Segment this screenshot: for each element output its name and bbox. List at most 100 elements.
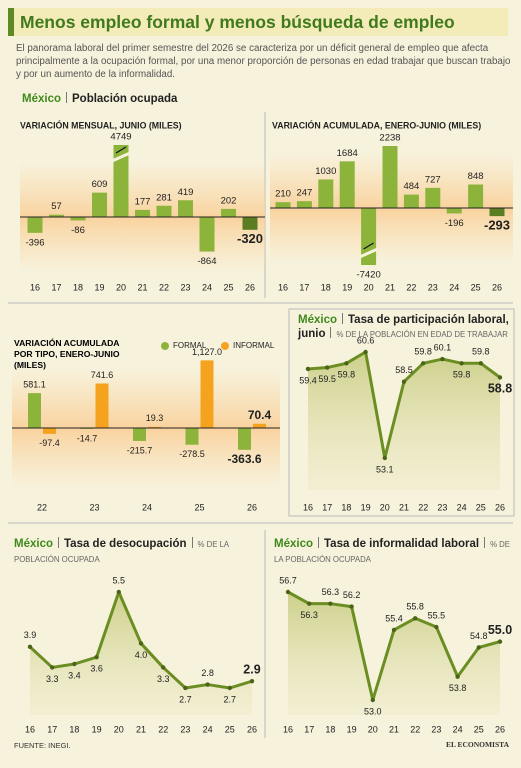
x-tick-label: 17: [47, 724, 57, 734]
area: [30, 592, 252, 715]
value-label: 202: [221, 195, 237, 206]
x-tick-label: 22: [406, 282, 416, 292]
area: [308, 352, 500, 490]
bar: [27, 217, 43, 233]
value-label: 56.3: [300, 610, 318, 620]
point: [455, 674, 460, 679]
chart-title: Tasa de participación laboral, junio: [298, 314, 509, 340]
x-tick-label: 20: [364, 282, 374, 292]
value-label: 727: [425, 174, 441, 185]
value-label: 70.4: [248, 408, 272, 422]
value-label: -293: [484, 218, 510, 233]
x-tick-label: 21: [136, 724, 146, 734]
x-tick-label: 20: [380, 502, 390, 512]
x-tick-label: 24: [142, 502, 152, 512]
chart-title: Tasa de informalidad laboral: [324, 538, 480, 550]
x-tick-label: 26: [247, 724, 257, 734]
value-label: 3.3: [157, 674, 170, 684]
bar: [489, 208, 505, 217]
bar: [200, 360, 214, 428]
x-tick-label: 16: [25, 724, 35, 734]
point: [459, 361, 464, 366]
chart-subtitle: % DE LA POBLACIÓN EN EDAD DE TRABAJAR: [336, 330, 508, 339]
x-tick-label: 24: [203, 724, 213, 734]
bar: [238, 428, 251, 450]
section-heading: México Población ocupada: [22, 92, 177, 106]
bar: [199, 217, 215, 252]
value-label: 177: [135, 196, 151, 207]
point: [227, 685, 232, 691]
value-label: 210: [275, 189, 291, 200]
value-label: -363.6: [227, 452, 261, 466]
x-tick-label: 24: [457, 502, 467, 512]
x-tick-label: 19: [94, 282, 104, 292]
separator: [484, 537, 486, 548]
value-label: 56.7: [279, 575, 297, 585]
value-label: -215.7: [127, 445, 153, 455]
point: [285, 589, 291, 595]
bar: [296, 201, 312, 208]
value-label: 2.7: [179, 694, 192, 704]
axis-break: [115, 146, 127, 154]
x-tick-label: 21: [137, 282, 147, 292]
bar: [468, 184, 484, 208]
x-tick-label: 17: [299, 282, 309, 292]
bar: [135, 209, 150, 217]
x-tick-label: 26: [495, 724, 505, 734]
x-tick-label: 20: [368, 724, 378, 734]
value-label: 55.0: [488, 623, 512, 637]
value-label: 1684: [337, 148, 358, 159]
bar: [185, 428, 199, 445]
x-tick-label: 18: [341, 502, 351, 512]
bar: [178, 200, 193, 217]
point: [413, 616, 418, 621]
value-label: 3.6: [90, 664, 103, 674]
bar: [43, 428, 56, 434]
separator: [318, 537, 319, 548]
x-tick-label: 16: [278, 282, 288, 292]
x-tick-label: 18: [325, 724, 335, 734]
value-label: -320: [237, 231, 263, 246]
value-label: 53.1: [376, 464, 394, 474]
point: [183, 685, 188, 691]
axis-break: [358, 247, 379, 259]
point: [478, 361, 483, 366]
x-tick-label: 26: [247, 502, 257, 512]
value-label: 55.4: [385, 613, 403, 623]
x-tick-label: 23: [431, 724, 441, 734]
x-tick-label: 19: [342, 282, 352, 292]
value-label: 59.5: [318, 374, 336, 384]
bar: [242, 217, 258, 230]
bar: [148, 426, 161, 428]
intro-text: El panorama laboral del primer semestre …: [16, 43, 511, 80]
point: [161, 665, 166, 670]
x-tick-label: 17: [304, 724, 314, 734]
bar: [113, 145, 129, 217]
separator: [66, 92, 67, 103]
value-label: 1030: [315, 166, 336, 177]
value-label: 59.4: [299, 375, 317, 385]
value-label: -196: [445, 218, 464, 229]
legend-label: FORMAL: [173, 341, 207, 350]
bar: [425, 187, 441, 208]
point: [401, 379, 407, 384]
value-label: 484: [403, 181, 419, 192]
value-label: -86: [71, 225, 85, 236]
x-tick-label: 17: [322, 502, 332, 512]
point: [205, 682, 210, 687]
bar: [403, 194, 419, 208]
chart-heading: México Tasa de informalidad laboral% DE L…: [274, 537, 514, 567]
value-label: -396: [25, 237, 44, 248]
bar: [92, 192, 107, 217]
x-tick-label: 23: [180, 282, 190, 292]
point: [497, 639, 503, 644]
value-label: -14.7: [77, 433, 98, 443]
point: [305, 366, 311, 372]
value-label: 60.1: [434, 342, 452, 352]
point: [249, 678, 255, 684]
x-tick-label: 22: [410, 724, 420, 734]
x-tick-label: 20: [114, 724, 124, 734]
x-tick-label: 16: [283, 724, 293, 734]
chart-subtitle: % DE LA POBLACIÓN OCUPADA: [14, 540, 229, 564]
